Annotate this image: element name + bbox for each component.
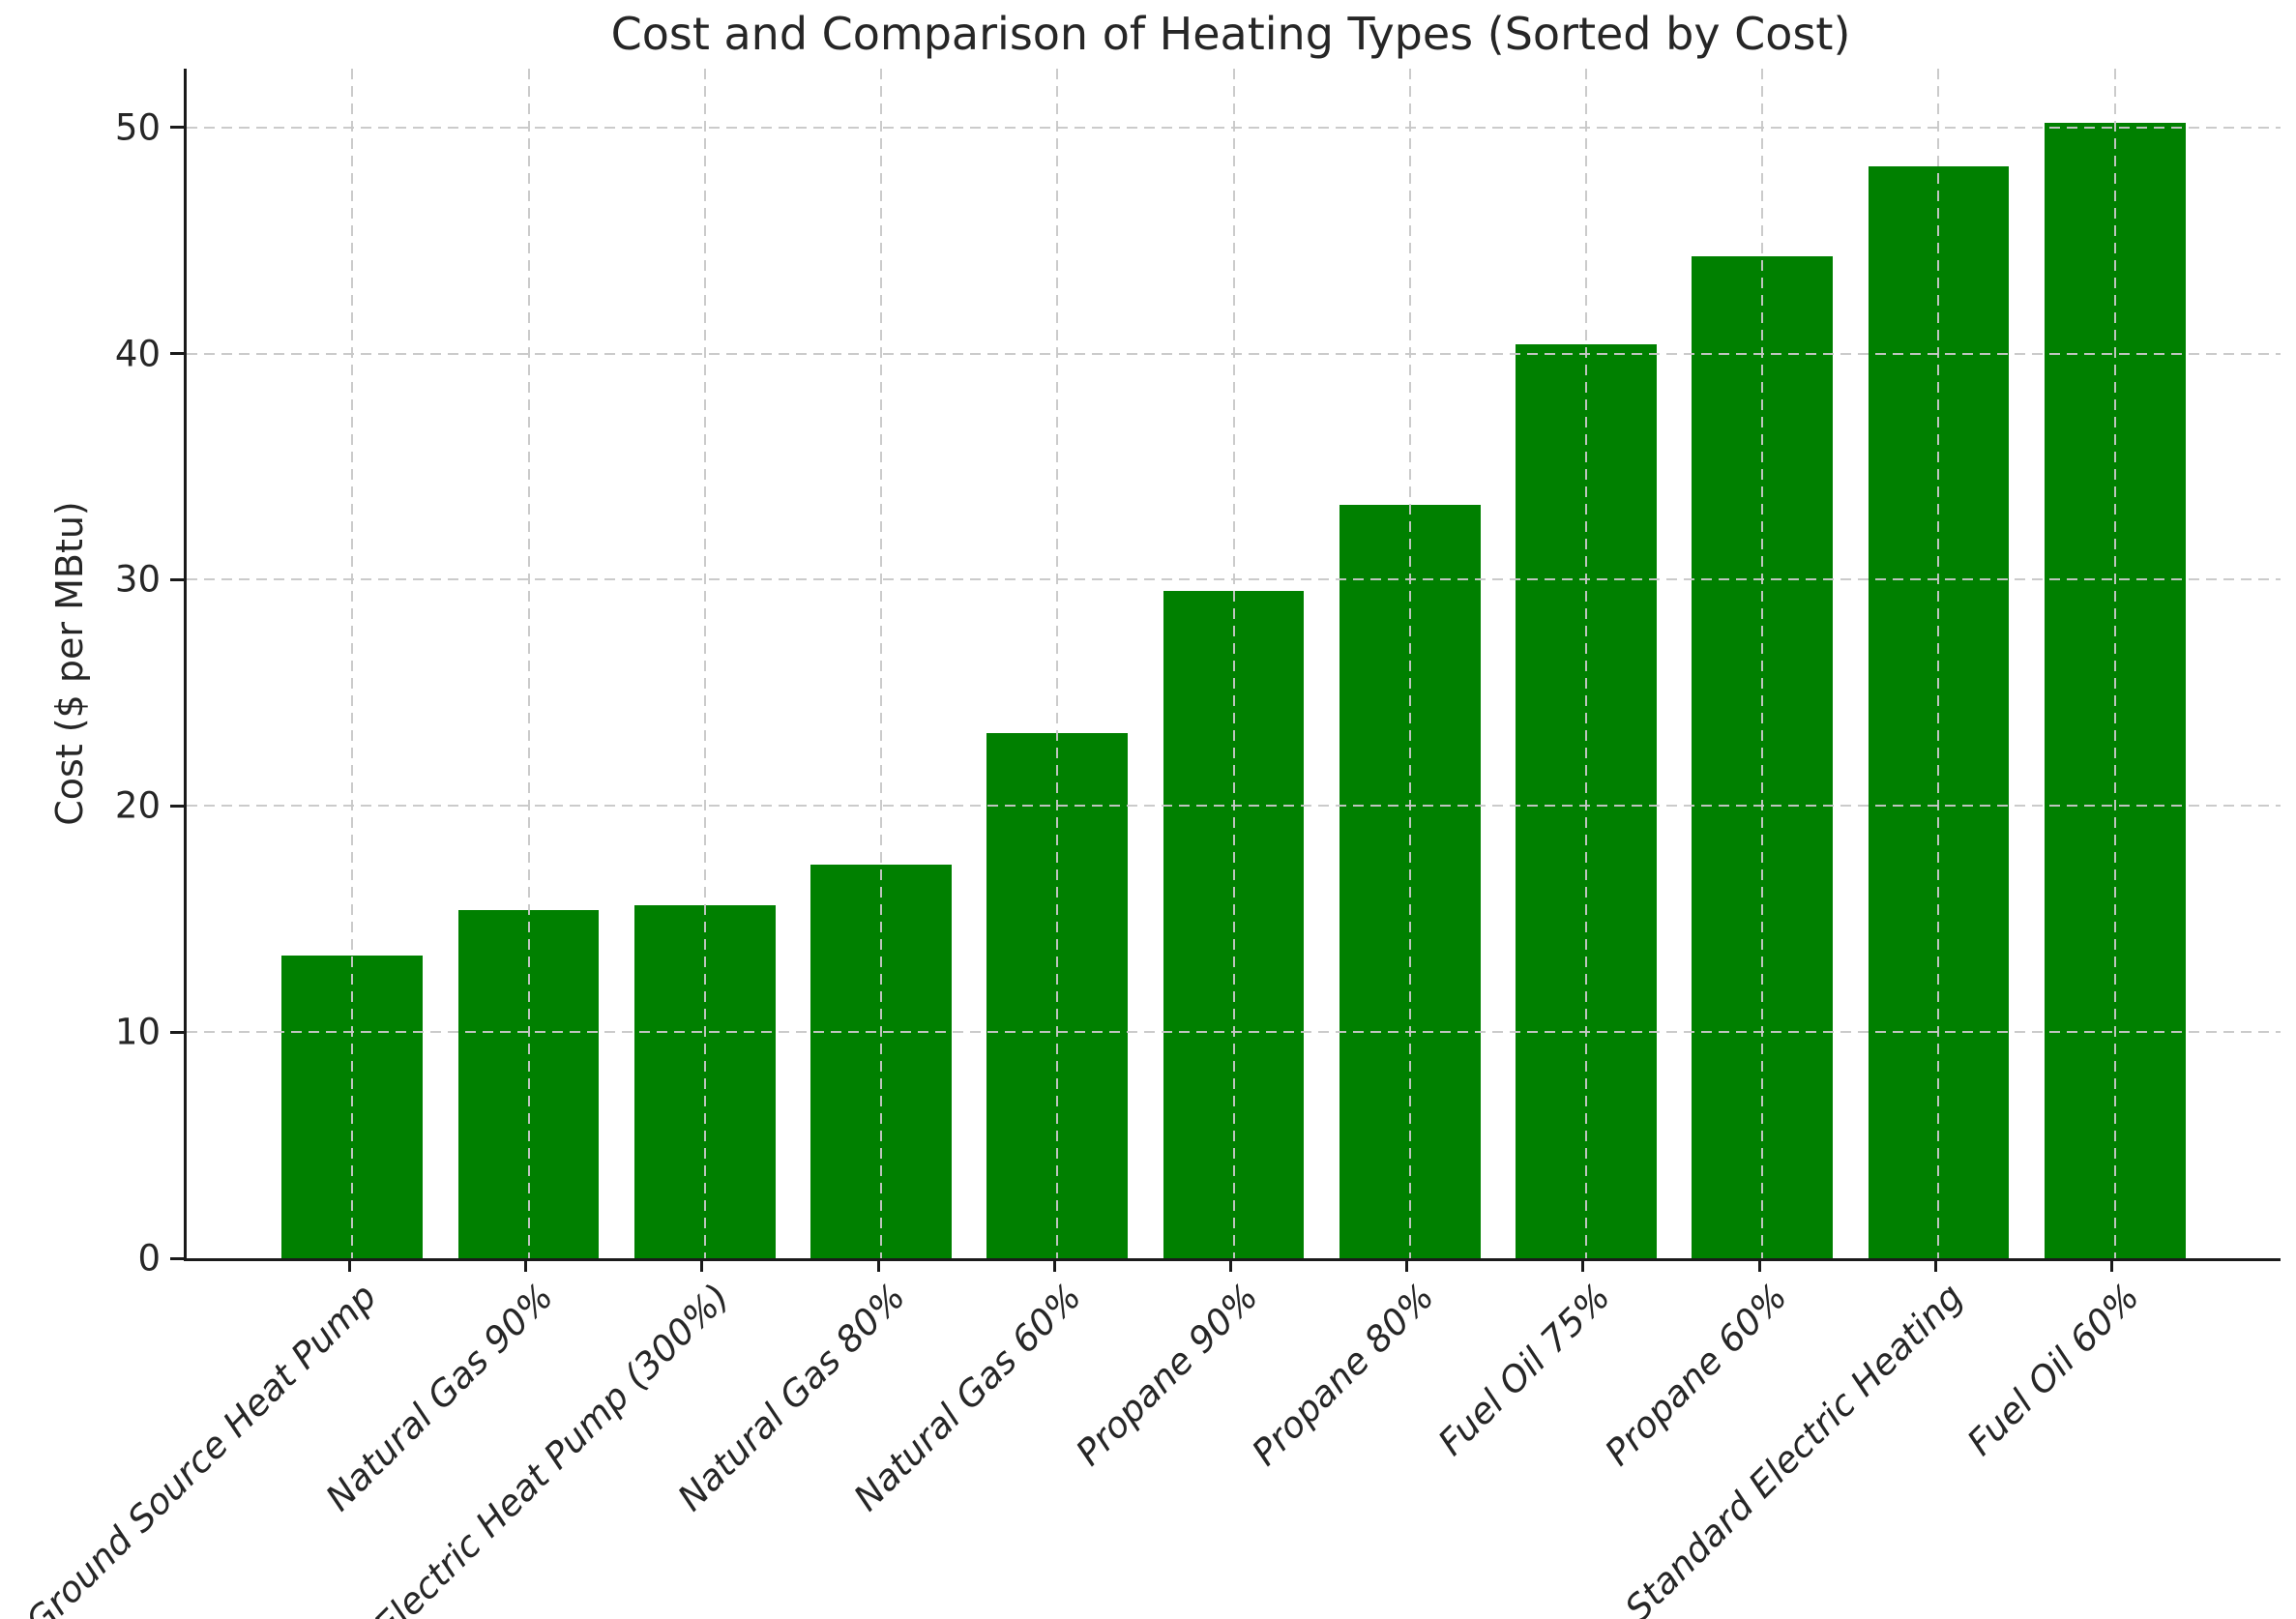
y-gridline [187,1031,2281,1034]
x-tick-label: Electric Heat Pump (300%) [366,1276,738,1619]
x-gridline [1761,69,1764,1258]
y-tick [170,577,184,581]
x-tick [876,1258,880,1272]
x-gridline [880,69,883,1258]
y-tick [170,1030,184,1034]
y-tick [170,126,184,130]
x-gridline [1056,69,1059,1258]
x-tick-label: Propane 60% [1596,1276,1795,1474]
x-gridline [527,69,530,1258]
x-tick-label: Propane 90% [1068,1276,1266,1474]
x-tick-label: Fuel Oil 60% [1958,1276,2148,1464]
x-gridline [1408,69,1411,1258]
x-tick [1757,1258,1761,1272]
x-gridline [1937,69,1940,1258]
x-tick [1229,1258,1232,1272]
y-gridline [187,352,2281,355]
y-axis-label: Cost ($ per MBtu) [48,501,91,826]
x-tick [2110,1258,2114,1272]
x-gridline [2113,69,2116,1258]
x-gridline [1584,69,1587,1258]
x-tick [1405,1258,1409,1272]
chart-title: Cost and Comparison of Heating Types (So… [610,8,1851,60]
y-tick [170,1256,184,1260]
y-tick-label: 0 [137,1237,161,1280]
x-tick-label: Ground Source Heat Pump [17,1276,385,1619]
x-tick-label: Standard Electric Heating [1616,1276,1971,1619]
x-tick [1052,1258,1056,1272]
y-tick-label: 30 [114,558,161,601]
y-tick-label: 10 [114,1011,161,1053]
plot-area [184,69,2281,1261]
x-gridline [1232,69,1235,1258]
x-tick-label: Fuel Oil 75% [1430,1276,1619,1464]
x-tick-label: Propane 80% [1244,1276,1443,1474]
x-tick [1581,1258,1585,1272]
x-gridline [351,69,354,1258]
x-tick [1933,1258,1937,1272]
x-tick [347,1258,351,1272]
y-tick-label: 40 [114,333,161,375]
y-tick [170,352,184,356]
y-gridline [187,578,2281,581]
x-tick [700,1258,704,1272]
x-tick [524,1258,528,1272]
x-gridline [703,69,706,1258]
y-gridline [187,805,2281,808]
y-gridline [187,126,2281,129]
y-tick [170,804,184,808]
y-tick-label: 20 [114,784,161,827]
y-tick-label: 50 [114,106,161,149]
